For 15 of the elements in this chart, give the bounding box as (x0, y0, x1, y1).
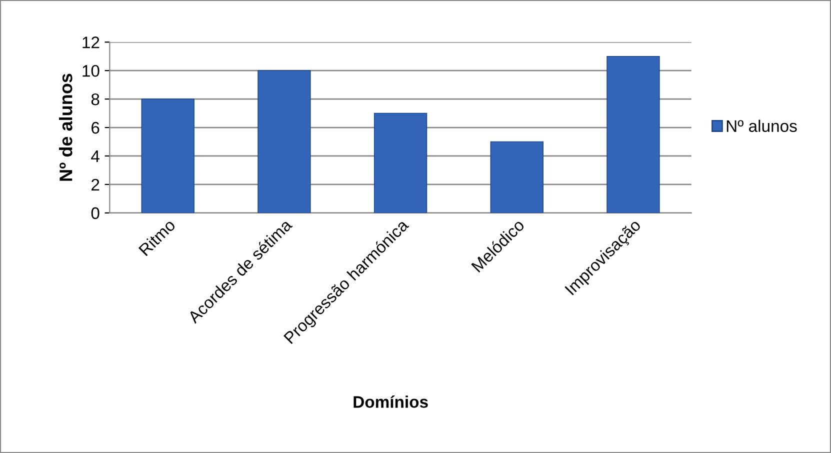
y-tick-label: 2 (92, 178, 100, 190)
y-tick-label: 10 (82, 64, 100, 77)
bar (374, 112, 428, 213)
bar (606, 56, 660, 213)
y-tick-label: 12 (82, 36, 100, 48)
y-tick-label: 4 (91, 150, 100, 162)
bar (490, 141, 544, 213)
y-tick-label: 0 (91, 207, 100, 220)
bar (141, 98, 194, 213)
x-axis-title: Domínios (354, 395, 428, 408)
legend-label: Nº alunos (726, 120, 797, 132)
y-tick-label: 8 (91, 93, 100, 106)
y-axis-title: Nº de alunos (59, 74, 72, 181)
y-tick-label: 6 (92, 122, 100, 134)
bar (258, 70, 311, 213)
